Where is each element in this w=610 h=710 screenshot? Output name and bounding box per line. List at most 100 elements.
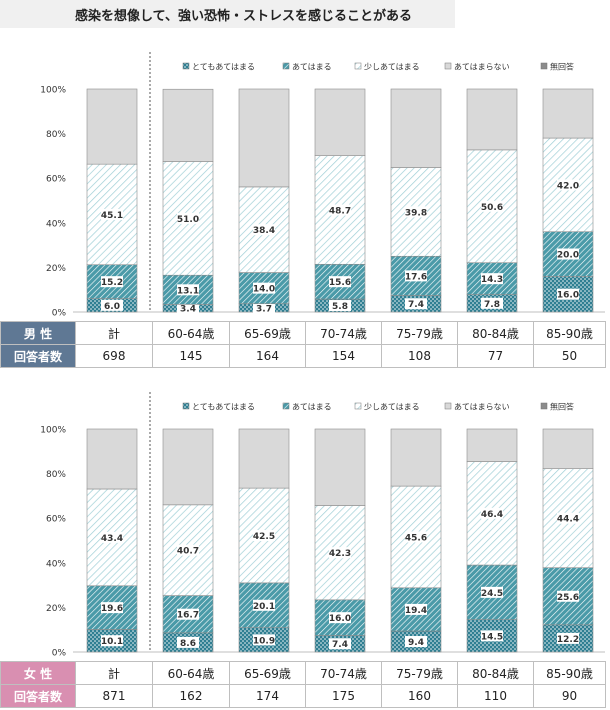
data-label: 51.0: [177, 215, 199, 225]
y-tick-label: 80%: [46, 470, 66, 480]
data-label-background: [177, 212, 199, 224]
legend-swatch: [540, 62, 548, 70]
legend-label: あてはまる: [292, 63, 332, 72]
category-label: 計: [75, 661, 153, 685]
data-label: 42.3: [329, 549, 351, 559]
respondent-count: 162: [152, 684, 230, 708]
legend-swatch: [182, 62, 190, 70]
bar-segment: [162, 428, 214, 506]
category-label: 70-74歳: [305, 321, 382, 345]
data-label: 46.4: [481, 510, 503, 520]
respondent-count: 110: [457, 684, 534, 708]
data-label: 5.8: [332, 302, 348, 312]
data-label: 16.0: [557, 291, 579, 301]
data-label: 40.7: [177, 547, 199, 557]
category-label: 計: [75, 321, 153, 345]
data-label: 38.4: [253, 226, 275, 236]
legend-swatch: [354, 402, 362, 410]
y-tick-label: 0%: [52, 309, 67, 319]
data-label: 8.6: [180, 639, 196, 649]
data-label: 3.4: [180, 305, 196, 315]
data-label-background: [101, 531, 123, 543]
category-label: 85-90歳: [533, 321, 606, 345]
data-label: 48.7: [329, 206, 351, 216]
category-label: 60-64歳: [152, 661, 230, 685]
respondent-count: 175: [305, 684, 382, 708]
data-label: 45.1: [101, 211, 123, 221]
data-label-background: [557, 512, 579, 524]
data-label-background: [557, 632, 579, 644]
respondent-count: 160: [381, 684, 458, 708]
data-label: 10.1: [101, 637, 123, 647]
data-label: 7.4: [332, 640, 348, 650]
respondent-count: 154: [305, 344, 382, 368]
legend-label: 無回答: [550, 402, 574, 412]
legend-label: あてはまらない: [454, 403, 510, 412]
data-label: 3.7: [256, 304, 272, 314]
data-label-background: [557, 288, 579, 300]
data-label: 15.2: [101, 278, 123, 288]
respondents-label: 回答者数: [0, 684, 76, 708]
data-label-background: [329, 204, 351, 216]
data-label: 9.4: [408, 638, 424, 648]
bar-segment: [314, 428, 366, 506]
bar-segment: [466, 428, 518, 462]
data-label: 7.4: [408, 300, 424, 310]
y-tick-label: 60%: [46, 515, 66, 525]
legend-label: 少しあてはまる: [364, 403, 420, 412]
data-label: 16.7: [177, 611, 199, 621]
bar-segment: [238, 88, 290, 188]
legend-swatch: [540, 402, 548, 410]
legend-swatch: [282, 402, 290, 410]
data-label-background: [253, 529, 275, 541]
data-label-background: [405, 298, 427, 310]
bar-segment: [390, 428, 442, 487]
respondent-count: 174: [229, 684, 306, 708]
data-label: 19.4: [405, 606, 427, 616]
data-label-background: [329, 300, 351, 312]
respondent-count: 164: [229, 344, 306, 368]
male-category-row: 男 性 計 60-64歳 65-69歳 70-74歳 75-79歳 80-84歳…: [0, 321, 606, 345]
bar-segment: [314, 88, 366, 156]
data-label: 24.5: [481, 589, 503, 599]
respondent-count: 90: [533, 684, 606, 708]
data-label-background: [329, 276, 351, 288]
female-table: 女 性 計 60-64歳 65-69歳 70-74歳 75-79歳 80-84歳…: [0, 661, 606, 708]
y-tick-label: 40%: [46, 219, 66, 229]
data-label-background: [481, 630, 503, 642]
data-label-background: [405, 636, 427, 648]
category-label: 65-69歳: [229, 321, 306, 345]
data-label-background: [101, 602, 123, 614]
data-label: 7.8: [484, 300, 500, 310]
data-label-background: [177, 284, 199, 296]
data-label: 25.6: [557, 593, 579, 603]
category-label: 80-84歳: [457, 321, 534, 345]
bar-segment: [86, 88, 138, 165]
data-label: 6.0: [104, 302, 120, 312]
female-chart: とてもあてはまる あてはまる 少しあてはまる あてはまらない 無回答 0% 20% 40% 60…: [40, 392, 605, 659]
data-label: 20.1: [253, 602, 275, 612]
bar-segment: [86, 428, 138, 490]
data-label-background: [557, 179, 579, 191]
data-label: 14.0: [253, 285, 275, 295]
data-label-background: [177, 544, 199, 556]
female-group-label: 女 性: [0, 661, 76, 685]
data-label-background: [329, 547, 351, 559]
data-label-background: [101, 208, 123, 220]
legend-swatch: [444, 402, 452, 410]
legend-swatch: [182, 402, 190, 410]
data-label: 50.6: [481, 203, 503, 213]
y-tick-label: 20%: [46, 604, 66, 614]
data-label: 15.6: [329, 278, 351, 288]
male-table: 男 性 計 60-64歳 65-69歳 70-74歳 75-79歳 80-84歳…: [0, 321, 606, 368]
data-label-background: [405, 603, 427, 615]
data-label: 14.3: [481, 275, 503, 285]
data-label: 39.8: [405, 208, 427, 218]
respondent-count: 77: [457, 344, 534, 368]
legend-label: 少しあてはまる: [364, 63, 420, 72]
bar-segment: [390, 88, 442, 168]
data-label: 43.4: [101, 534, 123, 544]
data-label-background: [253, 282, 275, 294]
data-label: 42.0: [557, 181, 579, 191]
data-label-background: [329, 638, 351, 650]
